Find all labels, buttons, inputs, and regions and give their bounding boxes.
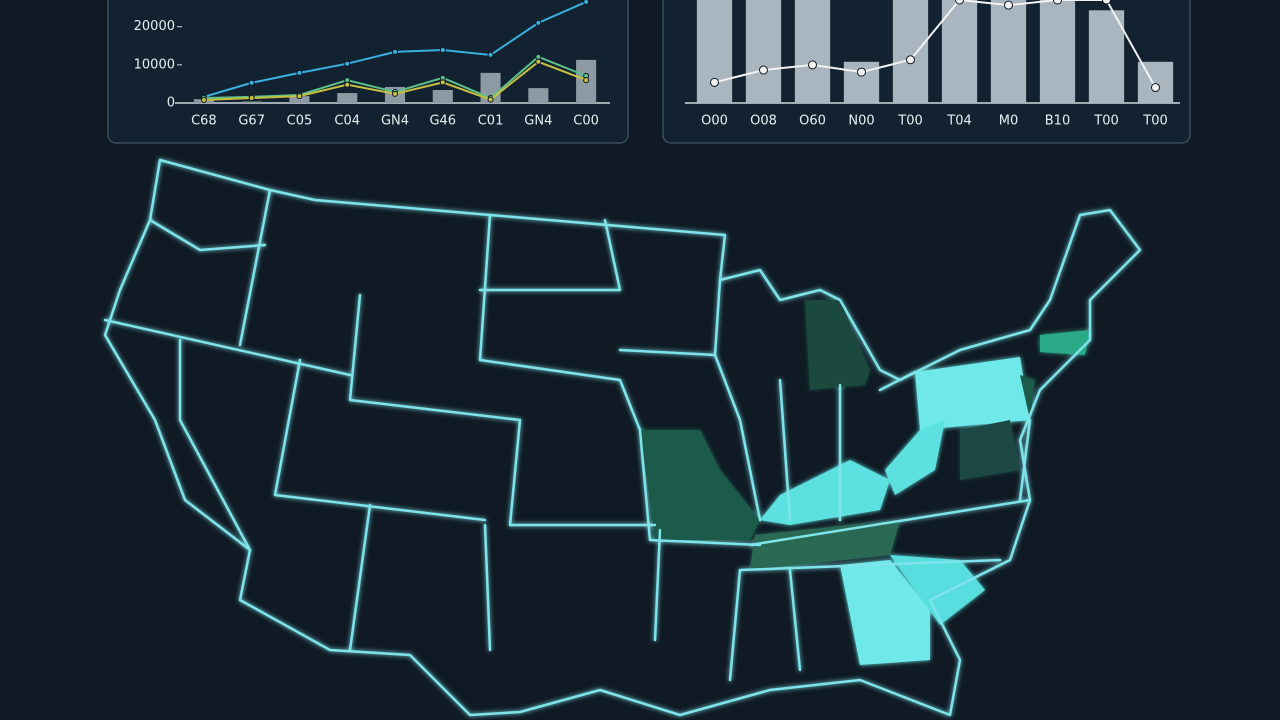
bar bbox=[794, 0, 831, 103]
x-tick-label: O60 bbox=[799, 114, 826, 129]
state bbox=[840, 560, 930, 665]
point bbox=[808, 60, 817, 70]
bar bbox=[1039, 0, 1076, 103]
point bbox=[1004, 0, 1013, 10]
x-tick-label: T00 bbox=[1142, 114, 1167, 129]
x-tick-label: T00 bbox=[1093, 114, 1118, 129]
y-tick-label: 20000 bbox=[134, 19, 175, 34]
point bbox=[1053, 0, 1062, 5]
x-tick-label: G46 bbox=[429, 114, 456, 129]
y-tick-label: 10000 bbox=[134, 57, 175, 72]
x-tick-label: C04 bbox=[334, 114, 360, 129]
point bbox=[248, 79, 255, 86]
x-tick-label: C01 bbox=[478, 114, 504, 129]
state bbox=[960, 420, 1020, 480]
x-tick-label: B10 bbox=[1045, 114, 1070, 129]
line bbox=[714, 0, 1157, 89]
point bbox=[296, 93, 303, 100]
point bbox=[200, 96, 207, 103]
bar bbox=[892, 0, 929, 103]
state bbox=[1040, 330, 1090, 355]
bar bbox=[241, 101, 262, 103]
x-tick-label: GN4 bbox=[524, 114, 552, 129]
point bbox=[439, 46, 446, 53]
point bbox=[344, 60, 351, 67]
x-tick-label: C05 bbox=[287, 114, 313, 129]
x-tick-label: M0 bbox=[999, 114, 1019, 129]
bar bbox=[289, 96, 310, 103]
point bbox=[296, 69, 303, 76]
point bbox=[487, 51, 494, 58]
state bbox=[805, 300, 870, 390]
bar bbox=[990, 0, 1027, 103]
point bbox=[1102, 0, 1111, 5]
x-tick-label: N00 bbox=[848, 114, 874, 129]
point bbox=[439, 79, 446, 86]
point bbox=[583, 0, 590, 5]
bar bbox=[1088, 10, 1125, 103]
point bbox=[535, 19, 542, 26]
x-tick-label: G67 bbox=[238, 114, 265, 129]
y-tick-label: 0 bbox=[167, 96, 175, 111]
bar bbox=[1137, 61, 1174, 103]
state bbox=[760, 460, 890, 525]
x-tick-label: GN4 bbox=[381, 114, 409, 129]
bar bbox=[528, 88, 549, 103]
point bbox=[535, 53, 542, 60]
point bbox=[535, 58, 542, 65]
bar bbox=[745, 0, 782, 103]
x-tick-label: T04 bbox=[946, 114, 971, 129]
state bbox=[640, 430, 760, 540]
map-outline bbox=[103, 158, 1142, 717]
left-panel bbox=[107, 0, 629, 144]
state-borders bbox=[103, 188, 1032, 682]
point bbox=[392, 48, 398, 55]
x-tick-label: C00 bbox=[573, 114, 599, 129]
bar bbox=[337, 93, 358, 103]
x-tick-label: C68 bbox=[191, 114, 217, 129]
point bbox=[759, 65, 768, 75]
point bbox=[906, 55, 915, 65]
x-tick-label: O00 bbox=[701, 114, 728, 129]
x-tick-label: T00 bbox=[897, 114, 922, 129]
point bbox=[857, 67, 866, 77]
state bbox=[890, 555, 985, 625]
state bbox=[915, 357, 1030, 430]
point bbox=[583, 77, 590, 84]
x-tick-label: O08 bbox=[750, 114, 777, 129]
point bbox=[344, 81, 351, 88]
bar bbox=[696, 0, 733, 103]
us-map bbox=[103, 158, 1142, 717]
point bbox=[955, 0, 964, 5]
point bbox=[710, 77, 719, 87]
charts: 0 10000 20000 C68 G67 C05 C04 GN4 G46 C01 GN4 C00 O0… bbox=[134, 0, 1180, 129]
state bbox=[885, 420, 945, 495]
bar bbox=[432, 90, 453, 103]
point bbox=[248, 95, 255, 102]
point bbox=[1151, 83, 1160, 93]
bar bbox=[941, 0, 978, 103]
state bbox=[750, 520, 900, 570]
point bbox=[392, 90, 398, 97]
point bbox=[487, 96, 494, 103]
